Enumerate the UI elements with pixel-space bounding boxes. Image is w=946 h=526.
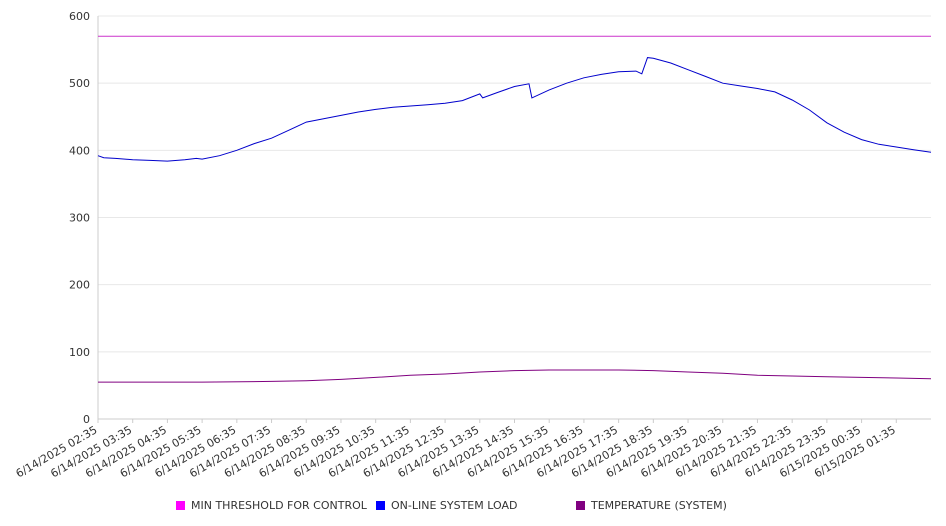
series-lines xyxy=(97,35,932,383)
y-tick-label-0: 0 xyxy=(83,413,90,426)
legend-item-system-load[interactable]: ON-LINE SYSTEM LOAD xyxy=(376,499,517,512)
y-tick-label-200: 200 xyxy=(69,279,90,292)
legend-swatch-min-threshold xyxy=(176,501,185,510)
legend-swatch-temperature xyxy=(576,501,585,510)
legend-label-system-load: ON-LINE SYSTEM LOAD xyxy=(391,499,518,512)
legend-label-temperature: TEMPERATURE (SYSTEM) xyxy=(591,499,727,512)
legend-swatch-system-load xyxy=(376,501,385,510)
legend-label-min-threshold: MIN THRESHOLD FOR CONTROL xyxy=(191,499,367,512)
y-tick-label-600: 600 xyxy=(69,10,90,23)
legend-item-min-threshold[interactable]: MIN THRESHOLD FOR CONTROL xyxy=(176,499,367,512)
axes xyxy=(97,16,931,423)
y-tick-label-400: 400 xyxy=(69,144,90,157)
legend: MIN THRESHOLD FOR CONTROL ON-LINE SYSTEM… xyxy=(0,499,946,513)
legend-item-temperature[interactable]: TEMPERATURE (SYSTEM) xyxy=(576,499,727,512)
y-tick-label-300: 300 xyxy=(69,212,90,225)
y-tick-label-500: 500 xyxy=(69,77,90,90)
y-tick-labels: 0 100 200 300 400 500 600 xyxy=(69,10,90,426)
y-tick-label-100: 100 xyxy=(69,346,90,359)
gridlines xyxy=(98,15,931,353)
x-tick-labels: 6/14/2025 02:356/14/2025 03:356/14/2025 … xyxy=(14,423,898,480)
series-line-temperature xyxy=(98,369,932,383)
series-line-system-load xyxy=(97,57,932,162)
